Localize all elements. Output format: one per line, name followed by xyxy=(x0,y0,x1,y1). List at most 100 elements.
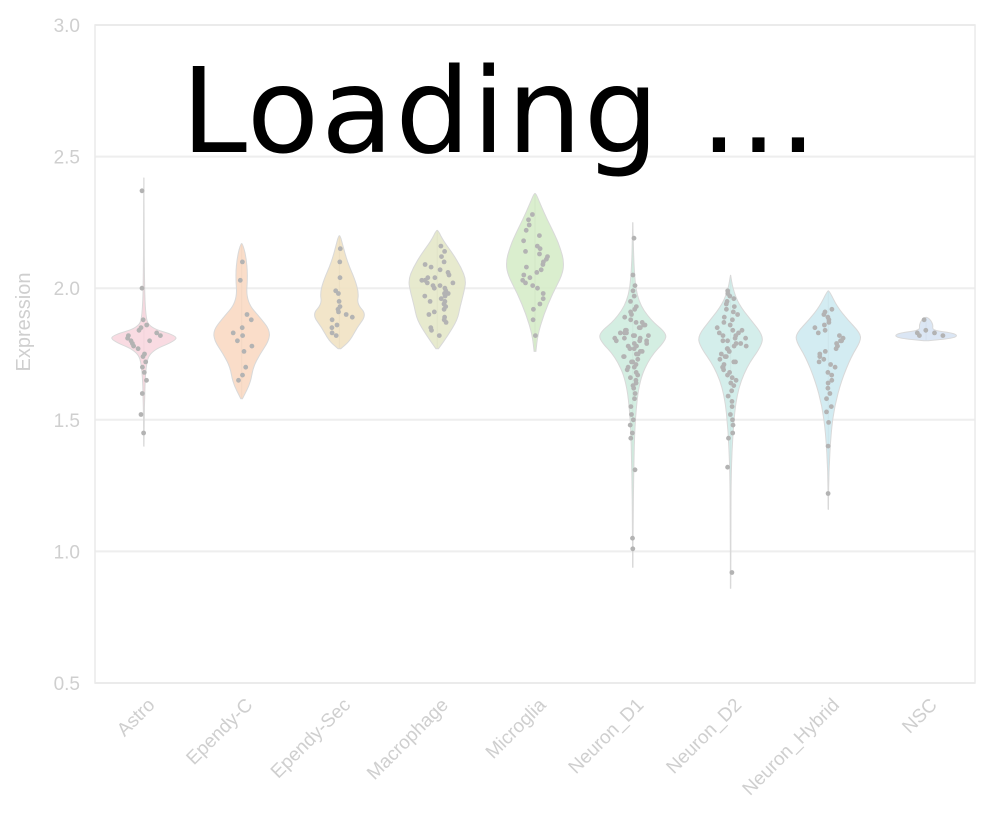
data-point xyxy=(825,314,831,320)
data-point xyxy=(144,377,149,383)
data-point xyxy=(837,333,842,338)
data-point xyxy=(336,299,342,304)
x-tick-label: Astro xyxy=(113,695,159,741)
data-point xyxy=(630,535,635,541)
data-point xyxy=(635,356,641,362)
data-point xyxy=(633,370,639,375)
data-point xyxy=(631,341,637,346)
data-point xyxy=(545,254,550,259)
data-point xyxy=(158,333,163,338)
data-point xyxy=(625,364,631,370)
x-tick-label: Ependy-Sec xyxy=(267,695,355,783)
data-point xyxy=(628,435,634,441)
data-point xyxy=(731,359,737,365)
data-point xyxy=(829,306,835,312)
violin-group xyxy=(213,242,270,400)
violin-group xyxy=(314,235,365,350)
data-point xyxy=(442,314,447,320)
data-point xyxy=(639,320,645,325)
data-point xyxy=(628,309,633,315)
data-point xyxy=(817,351,823,357)
data-point xyxy=(139,285,145,291)
data-point xyxy=(725,393,731,399)
data-point xyxy=(540,291,546,296)
data-point xyxy=(337,259,343,265)
data-point xyxy=(932,330,937,336)
data-point xyxy=(726,435,731,441)
data-point xyxy=(720,338,726,344)
data-point xyxy=(430,283,436,288)
data-point xyxy=(637,349,643,354)
data-point xyxy=(743,335,748,341)
data-point xyxy=(147,338,153,344)
loading-overlay-text: Loading ... xyxy=(181,42,819,180)
data-point xyxy=(724,346,730,352)
data-point xyxy=(825,370,831,375)
y-tick-label: 2.0 xyxy=(54,279,80,300)
x-tick-label: NSC xyxy=(898,695,941,738)
data-point xyxy=(822,322,827,328)
x-tick-label: Macrophage xyxy=(363,695,453,785)
data-point xyxy=(337,275,343,281)
data-point xyxy=(249,343,255,349)
data-point xyxy=(829,377,835,383)
data-point xyxy=(812,325,818,331)
data-point xyxy=(441,259,447,265)
data-point xyxy=(630,288,636,294)
data-point xyxy=(633,320,639,325)
data-point xyxy=(729,404,735,409)
data-point xyxy=(526,217,531,223)
data-point xyxy=(629,359,634,365)
data-point xyxy=(816,359,822,365)
data-point xyxy=(425,275,431,281)
data-point xyxy=(738,341,744,346)
data-point xyxy=(822,349,828,354)
data-point xyxy=(725,464,730,470)
x-tick-label: Ependy-C xyxy=(183,695,258,770)
data-point xyxy=(139,391,145,396)
data-point xyxy=(632,391,638,396)
data-point xyxy=(716,330,722,336)
data-point xyxy=(436,333,442,338)
data-point xyxy=(722,354,728,359)
data-point xyxy=(634,351,639,357)
data-point xyxy=(724,299,730,304)
data-point xyxy=(727,370,732,375)
data-point xyxy=(445,270,451,275)
data-point xyxy=(822,327,828,333)
violin-group xyxy=(111,177,177,447)
violin-body xyxy=(111,177,177,447)
data-point xyxy=(727,322,733,328)
data-point xyxy=(730,422,736,428)
data-point xyxy=(230,330,236,336)
data-point xyxy=(629,412,634,417)
data-point xyxy=(725,338,730,344)
violin-body xyxy=(408,229,466,350)
y-tick-label: 0.5 xyxy=(54,674,80,695)
data-point xyxy=(337,246,343,252)
data-point xyxy=(240,372,245,378)
data-point xyxy=(530,212,535,217)
data-point xyxy=(329,325,335,331)
data-point xyxy=(631,293,637,299)
data-point xyxy=(628,299,633,304)
data-point xyxy=(743,343,749,349)
data-point xyxy=(637,325,643,331)
data-point xyxy=(329,317,335,323)
data-point xyxy=(442,249,447,254)
data-point xyxy=(622,314,628,320)
data-point xyxy=(349,314,355,320)
data-point xyxy=(921,317,927,323)
data-point xyxy=(720,333,726,338)
data-point xyxy=(821,356,827,362)
data-point xyxy=(537,233,542,239)
plot-area xyxy=(94,24,976,684)
data-point xyxy=(437,283,443,288)
data-point xyxy=(140,317,146,323)
violin-group xyxy=(599,221,667,568)
data-point xyxy=(138,412,144,417)
data-point xyxy=(537,251,542,257)
data-point xyxy=(637,335,643,341)
data-point xyxy=(426,312,432,317)
x-tick-label: Neuron_Hybrid xyxy=(739,695,844,800)
